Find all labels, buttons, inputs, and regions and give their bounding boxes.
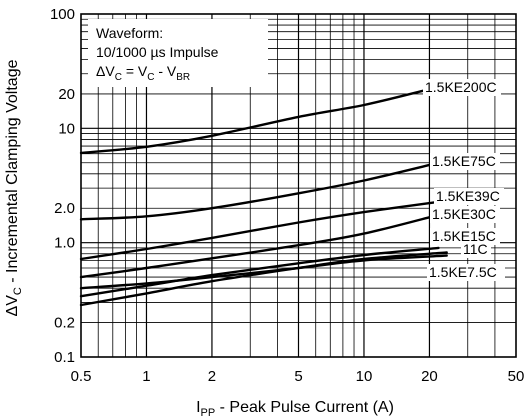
series-line xyxy=(79,88,431,155)
series-label: 1.5KE30C xyxy=(432,206,496,222)
y-axis-ticks: 0.1 0.2 1.0 2.0 10 20 100 xyxy=(50,6,75,366)
series-label-background xyxy=(430,228,500,245)
series-labels: 1.5KE200C 1.5KE75C 1.5KE39C 1.5KE30C 1.5KE15… xyxy=(423,79,505,281)
chart-series xyxy=(79,88,448,307)
series-label-background xyxy=(423,79,501,96)
series-label: 1.5KE15C xyxy=(432,228,496,244)
y-tick-label: 0.2 xyxy=(54,315,75,332)
x-tick-label: 0.5 xyxy=(71,368,92,385)
y-axis-title: ΔVC - Incremental Clamping Voltage xyxy=(4,59,24,316)
series-line xyxy=(79,213,440,279)
y-tick-label: 100 xyxy=(50,6,75,23)
x-axis-title: IPP - Peak Pulse Current (A) xyxy=(196,399,394,419)
annotation-box: Waveform: 10/1000 µs Impulse ΔVC = VC - … xyxy=(88,19,268,87)
series-label: 1.5KE75C xyxy=(432,153,496,169)
annotation-line-2: 10/1000 µs Impulse xyxy=(96,44,219,60)
x-tick-label: 1 xyxy=(142,368,150,385)
x-tick-label: 2 xyxy=(208,368,216,385)
annotation-line-1: Waveform: xyxy=(96,25,163,41)
y-tick-label: 2.0 xyxy=(54,200,75,217)
series-label: 1.5KE200C xyxy=(425,79,497,95)
x-tick-label: 50 xyxy=(508,368,525,385)
series-label-background xyxy=(427,264,505,281)
series-label-background xyxy=(430,153,500,170)
plot-frame xyxy=(80,13,517,358)
x-tick-label: 20 xyxy=(421,368,438,385)
series-line xyxy=(79,200,444,261)
y-tick-label: 20 xyxy=(58,86,75,103)
annotation-background xyxy=(88,19,268,87)
series-label-background xyxy=(430,206,500,223)
x-tick-label: 10 xyxy=(356,368,373,385)
y-tick-label: 10 xyxy=(58,120,75,137)
series-line xyxy=(79,161,440,221)
series-label: 1.5KE39C xyxy=(436,188,500,204)
series-label: 1.5KE7.5C xyxy=(429,264,497,280)
series-line xyxy=(79,251,448,307)
series-label-background xyxy=(461,241,491,258)
series-label-background xyxy=(434,188,504,205)
y-tick-label: 1.0 xyxy=(54,235,75,252)
series-line xyxy=(79,254,448,290)
series-line xyxy=(79,246,440,298)
x-axis-ticks: 0.5 1 2 5 10 20 50 xyxy=(71,368,525,385)
y-tick-label: 0.1 xyxy=(54,349,75,366)
x-tick-label: 5 xyxy=(294,368,302,385)
annotation-line-3: ΔVC = VC - VBR xyxy=(96,63,190,83)
series-label: 11C xyxy=(463,241,488,257)
